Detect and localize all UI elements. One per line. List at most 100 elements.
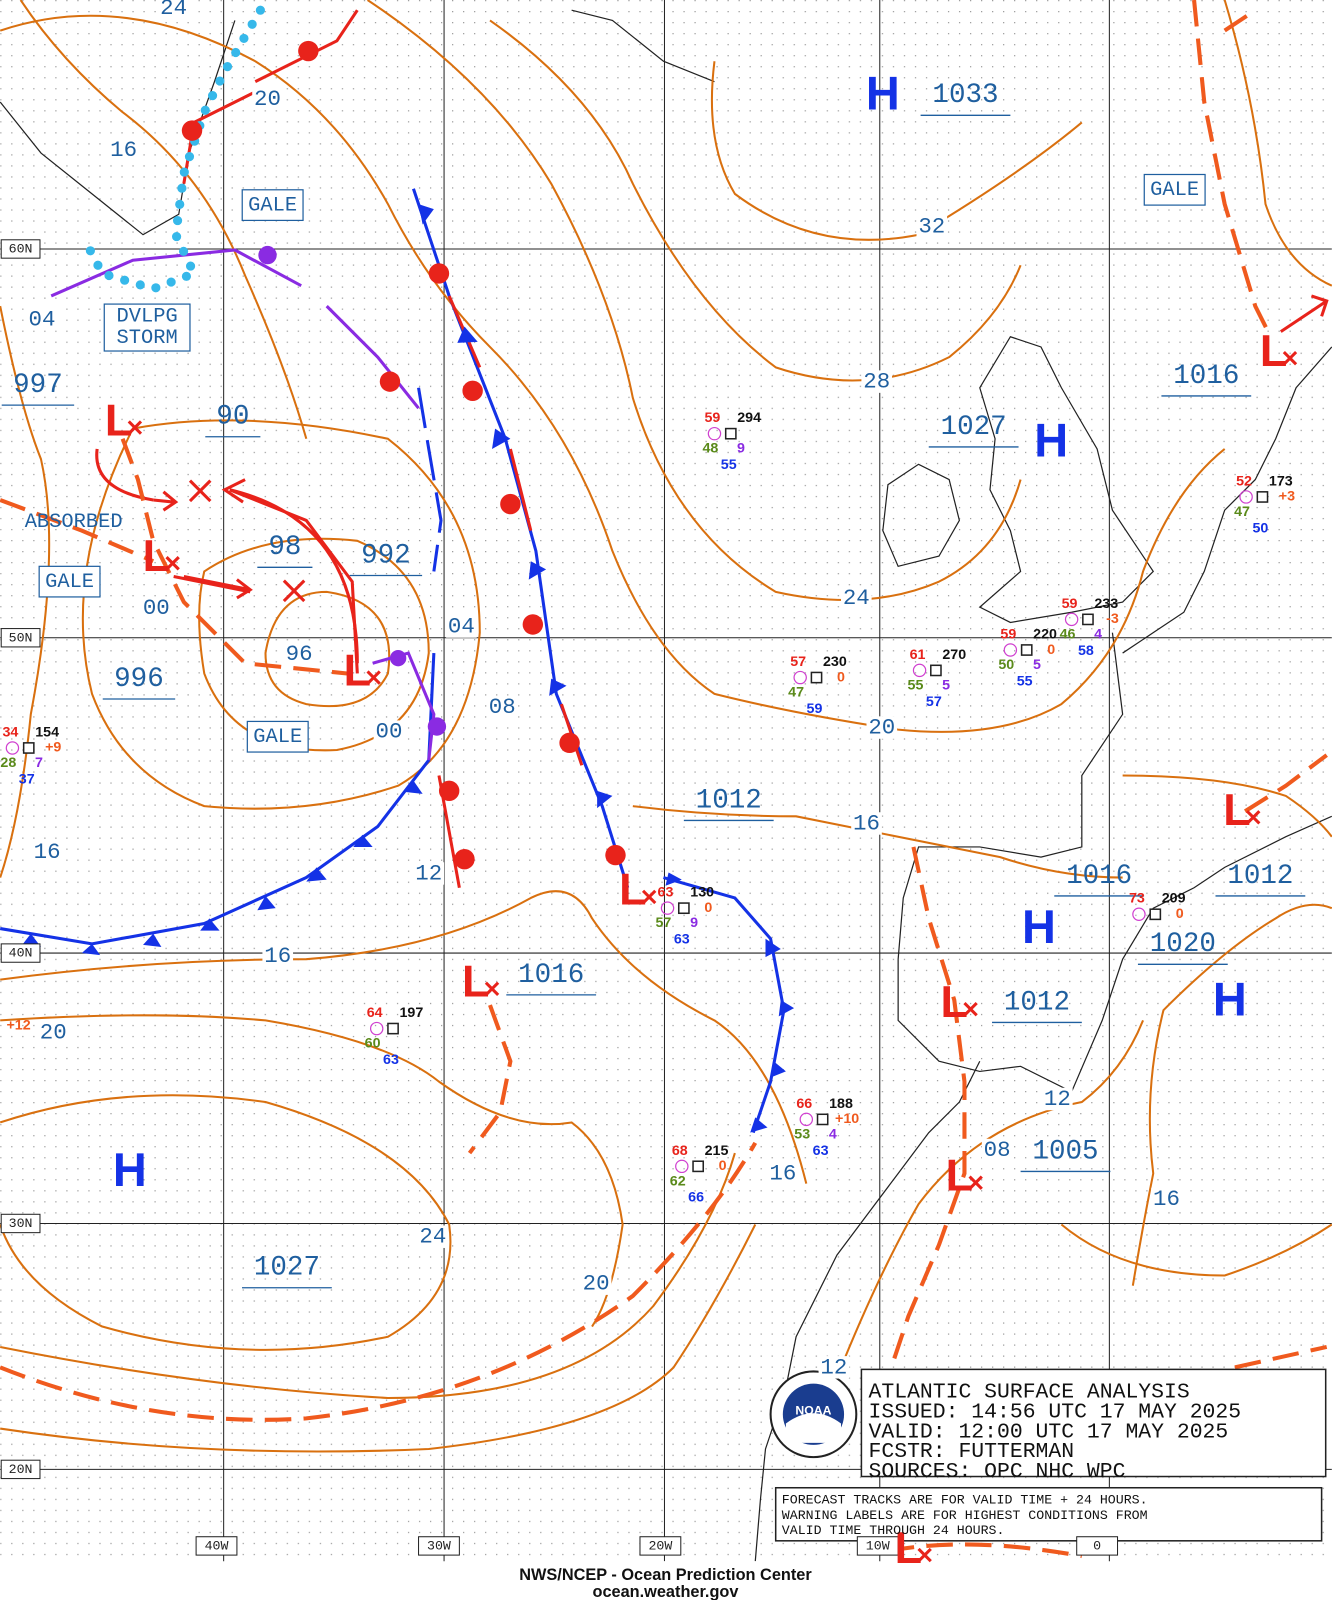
- low-center: L: [1223, 784, 1250, 835]
- isobar-label-bg: [37, 1021, 69, 1044]
- station-circle: [799, 1112, 814, 1127]
- station-tend: 0: [719, 1158, 727, 1174]
- absorbed-label: ABSORBED: [25, 511, 123, 534]
- station-circle: [912, 663, 927, 678]
- high-center: H: [1213, 973, 1247, 1025]
- station-p: 233: [1094, 596, 1118, 612]
- lat-label: 60N: [9, 241, 33, 256]
- station-square: [1256, 491, 1269, 503]
- station-s: 50: [1252, 520, 1268, 536]
- central-pressure: 1027: [941, 412, 1007, 443]
- lat-frame: [0, 628, 41, 648]
- isobar-label-bg: [486, 695, 518, 719]
- station-p: 294: [737, 410, 761, 426]
- station-s: 55: [1017, 673, 1033, 689]
- lat-label: 20N: [9, 1462, 33, 1477]
- isobar-label: 08: [984, 1137, 1011, 1163]
- station-t: 59: [1000, 626, 1016, 642]
- central-pressure: 1033: [932, 80, 998, 111]
- station-v: 5: [942, 677, 950, 693]
- edge-tendency: +12: [6, 1017, 30, 1033]
- gale-warning: GALE: [1150, 179, 1199, 202]
- isobar-label: 16: [34, 839, 61, 865]
- isobar-label: 04: [29, 306, 56, 332]
- station-circle: [1239, 490, 1253, 504]
- central-pressure: 1012: [696, 785, 762, 816]
- station-square: [1149, 908, 1162, 921]
- station-t: 64: [367, 1005, 383, 1021]
- station-circle: [369, 1021, 384, 1036]
- central-pressure: 996: [114, 664, 164, 695]
- lat-frame: [0, 943, 41, 963]
- storm-frame: [103, 303, 191, 352]
- isobar-label: 20: [583, 1271, 610, 1297]
- station-tend: +10: [835, 1111, 859, 1127]
- station-d: 55: [908, 677, 924, 693]
- isobar-label-bg: [373, 720, 405, 743]
- isobar-label-bg: [841, 586, 872, 610]
- noaa-logo: NOAA: [795, 1403, 831, 1417]
- station-tend: 0: [1176, 906, 1184, 922]
- lat-label: 50N: [9, 630, 33, 645]
- central-pressure: 1027: [254, 1253, 320, 1284]
- central-pressure: 992: [361, 540, 411, 571]
- station-square: [677, 902, 690, 915]
- footer-bg: [489, 1561, 843, 1600]
- low-center: L: [941, 976, 968, 1027]
- station-circle: [1003, 643, 1018, 657]
- station-t: 59: [1062, 596, 1078, 612]
- isobar-label: 16: [1153, 1186, 1180, 1212]
- info-line: FCSTR: FUTTERMAN: [869, 1440, 1075, 1464]
- isobar-label: 00: [143, 595, 170, 621]
- lon-label: 10W: [866, 1538, 890, 1553]
- footer-line: ocean.weather.gov: [593, 1583, 739, 1600]
- low-cross: [963, 1001, 978, 1017]
- isobar-label-bg: [158, 0, 189, 20]
- lon-frame: [639, 1536, 682, 1556]
- storm-tracks: [0, 0, 1328, 1559]
- isobar-label: 08: [489, 694, 516, 720]
- station-v: 9: [737, 441, 745, 457]
- low-center: L: [143, 530, 170, 581]
- isobar-label-bg: [981, 1138, 1013, 1162]
- station-t: 73: [1129, 891, 1145, 907]
- station-p: 154: [35, 724, 59, 740]
- station-p: 197: [400, 1005, 424, 1021]
- isobar-label: 04: [448, 613, 475, 639]
- track-arrows: [153, 294, 1329, 664]
- station-square: [387, 1022, 399, 1035]
- lon-label: 30W: [427, 1538, 451, 1553]
- isobar-label-bg: [916, 215, 948, 238]
- station-tend: +3: [1279, 489, 1295, 505]
- low-cross: [917, 1547, 932, 1563]
- low-center: L: [462, 956, 489, 1007]
- station-p: 209: [1162, 891, 1186, 907]
- high-center: H: [866, 67, 900, 119]
- isobar-label-bg: [1151, 1187, 1182, 1211]
- station-v: 4: [829, 1126, 837, 1142]
- station-circle: [675, 1159, 689, 1174]
- station-s: 37: [19, 771, 35, 787]
- isobar-label: 24: [843, 585, 870, 611]
- isobar-label-bg: [1042, 1087, 1073, 1111]
- isobar-label: 96: [286, 641, 313, 667]
- isobar-label-bg: [413, 862, 445, 885]
- low-cross: [165, 556, 180, 571]
- station-v: 7: [35, 755, 43, 771]
- central-pressure: 1020: [1150, 929, 1216, 960]
- central-pressure: 997: [13, 370, 63, 401]
- gale-warning-frame: [246, 720, 309, 753]
- isobar-label-bg: [580, 1272, 612, 1295]
- isobar-label-bg: [252, 87, 283, 111]
- isobar-label: 24: [160, 0, 187, 21]
- station-d: 48: [702, 441, 718, 457]
- central-pressure: 1005: [1032, 1136, 1098, 1167]
- station-s: 63: [674, 932, 690, 948]
- isobars: [0, 0, 1332, 1453]
- high-center: H: [113, 1144, 147, 1196]
- station-circle: [1064, 612, 1079, 627]
- station-d: 47: [1234, 504, 1250, 520]
- station-circle: [5, 741, 20, 755]
- isobar-label-bg: [866, 716, 898, 739]
